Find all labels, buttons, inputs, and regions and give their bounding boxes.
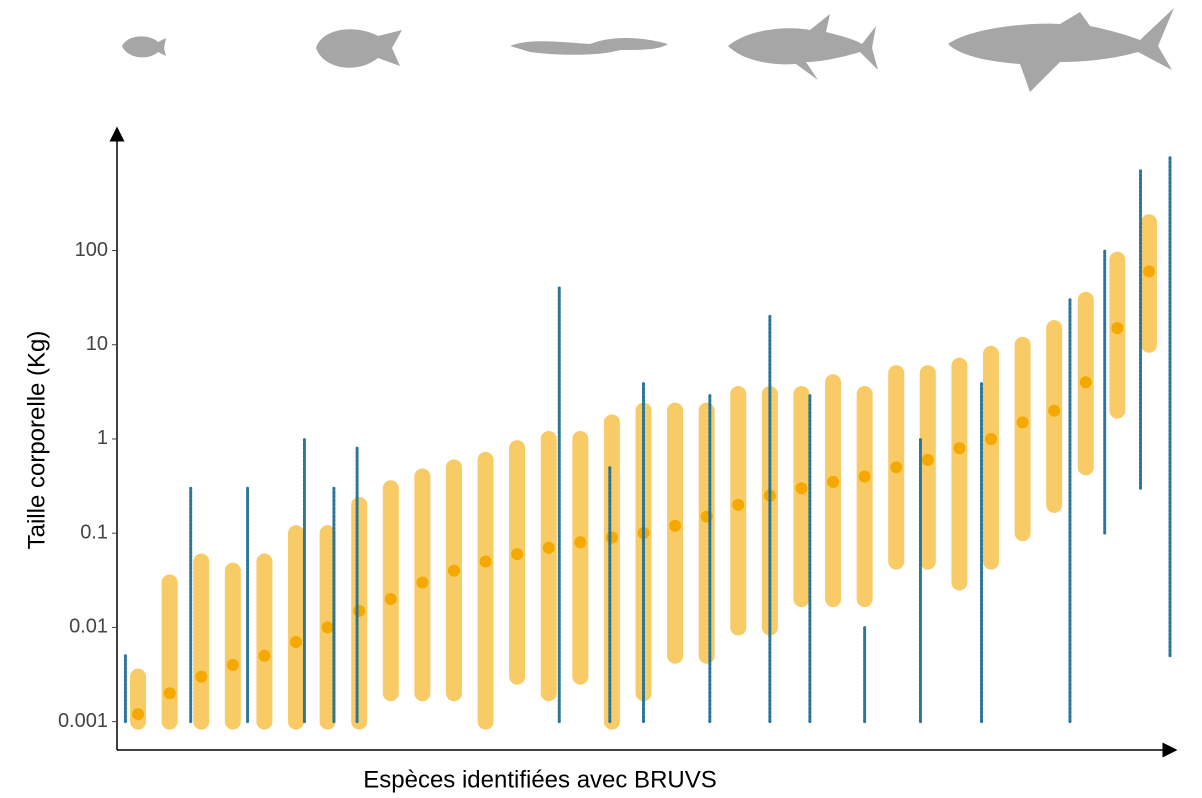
center-point	[258, 649, 271, 662]
center-point	[321, 621, 334, 634]
y-tick-label: 100	[75, 239, 108, 261]
center-point	[953, 442, 966, 455]
y-tick-label: 0.01	[69, 616, 108, 638]
center-point	[984, 432, 997, 445]
center-point	[511, 548, 524, 561]
center-point	[921, 453, 934, 466]
center-point	[132, 708, 145, 721]
center-point	[226, 658, 239, 671]
center-point	[858, 470, 871, 483]
center-point	[1079, 376, 1092, 389]
center-point	[353, 604, 366, 617]
center-point	[605, 531, 618, 544]
y-axis-title: Taille corporelle (Kg)	[23, 331, 50, 550]
y-tick-label: 1	[97, 427, 108, 449]
x-axis-title: Espèces identifiées avec BRUVS	[363, 766, 717, 793]
center-point	[384, 593, 397, 606]
fish-silhouettes	[122, 8, 1174, 92]
center-point	[890, 461, 903, 474]
y-tick-label: 0.001	[58, 710, 108, 732]
center-point	[479, 555, 492, 568]
center-point	[827, 475, 840, 488]
y-tick-label: 10	[86, 333, 108, 355]
y-tick-label: 0.1	[80, 521, 108, 543]
center-point	[416, 576, 429, 589]
center-point	[574, 536, 587, 549]
center-point	[1048, 404, 1061, 417]
center-point	[290, 636, 303, 649]
center-point	[669, 519, 682, 532]
center-point	[447, 564, 460, 577]
center-point	[795, 482, 808, 495]
center-point	[195, 670, 208, 683]
center-point	[542, 541, 555, 554]
center-point	[1016, 416, 1029, 429]
center-point	[1111, 322, 1124, 335]
center-point	[732, 498, 745, 511]
center-point	[163, 687, 176, 700]
center-point	[1142, 265, 1155, 278]
